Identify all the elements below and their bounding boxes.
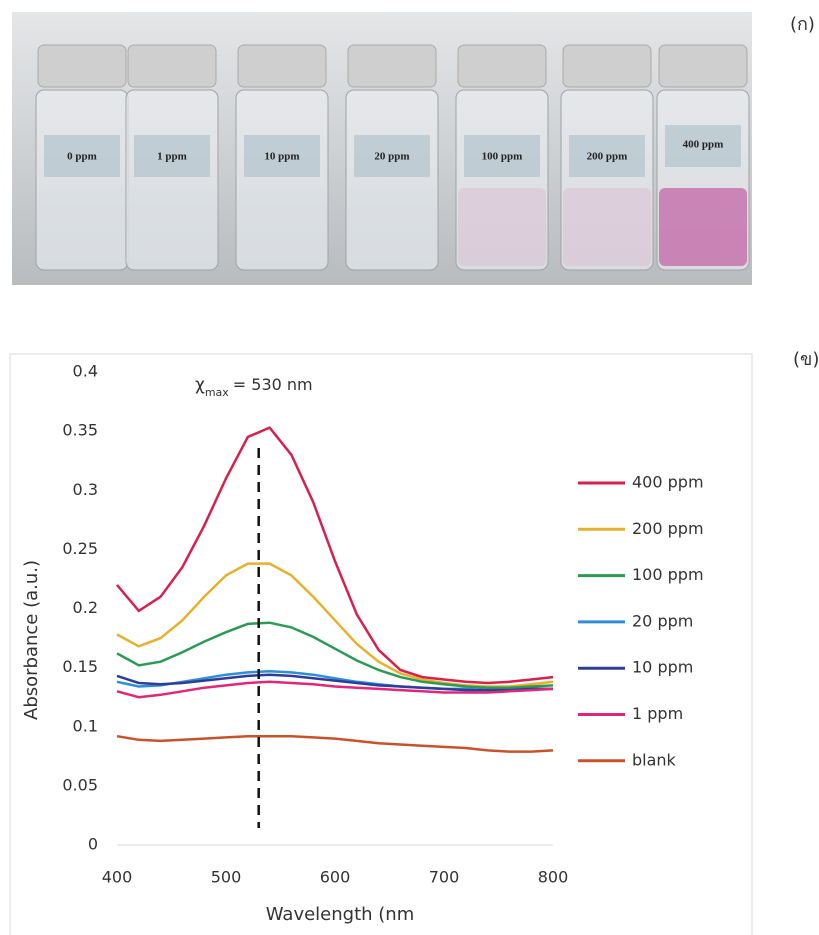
- legend-label: 10 ppm: [632, 658, 693, 677]
- vial-liquid: [238, 188, 326, 266]
- legend-label: 20 ppm: [632, 611, 693, 630]
- y-axis-label: Absorbance (a.u.): [21, 560, 42, 720]
- vial-tag: [665, 125, 741, 167]
- vial-liquid: [659, 188, 747, 266]
- series-line: [116, 680, 554, 699]
- series-line: [116, 734, 554, 753]
- y-tick-label: 0: [88, 835, 98, 854]
- vial-tag: [569, 135, 645, 177]
- x-axis-label: Wavelength (nm: [266, 904, 414, 925]
- vial-tag: [244, 135, 320, 177]
- vial-label: 1 ppm: [157, 151, 187, 163]
- legend-label: 400 ppm: [632, 473, 704, 492]
- series-line: [116, 673, 553, 692]
- legend-label: blank: [632, 750, 677, 769]
- y-tick-label: 0.05: [62, 775, 98, 794]
- vial-cap: [457, 44, 547, 88]
- y-tick-label: 0.3: [73, 480, 98, 499]
- vial-cap: [658, 44, 748, 88]
- x-tick-label: 800: [538, 868, 569, 887]
- series-line: [116, 426, 554, 685]
- vial-label: 10 ppm: [264, 151, 299, 163]
- annotation-subscript: max: [205, 386, 229, 399]
- vial-label: 400 ppm: [683, 139, 724, 151]
- chart: 0 0.05 0.1 0.15 0.2 0.25 0.3 0.35 0.4 400 500 600 70…: [21, 362, 704, 926]
- y-tick-label: 0.2: [73, 598, 98, 617]
- x-tick-label: 500: [211, 868, 242, 887]
- vial-liquid: [458, 188, 546, 266]
- vial-liquid: [348, 188, 436, 266]
- annotation-text: = 530 nm: [233, 375, 313, 394]
- vials: 0 ppm 1 ppm 10 ppm 20 ppm 100 ppm 200 ppm 400 …: [35, 44, 750, 271]
- x-tick-label: 400: [102, 868, 133, 887]
- vial-label: 20 ppm: [374, 151, 409, 163]
- annotation-symbol: χ: [195, 375, 205, 395]
- vial-cap: [562, 44, 652, 88]
- vial-cap: [237, 44, 327, 88]
- vial-label: 100 ppm: [482, 151, 523, 163]
- panel-label: (ข): [793, 349, 819, 370]
- y-tick-label: 0.15: [62, 657, 98, 676]
- vial-liquid: [128, 188, 216, 266]
- legend-label: 1 ppm: [632, 704, 683, 723]
- chart-frame: [9, 353, 753, 935]
- vial-label: 0 ppm: [67, 151, 97, 163]
- vial-tag: [44, 135, 120, 177]
- vial-cap: [37, 44, 127, 88]
- vial-label: 200 ppm: [587, 151, 628, 163]
- panel-label: (ก): [790, 14, 815, 35]
- y-tick-label: 0.35: [62, 421, 98, 440]
- vial-tag: [134, 135, 210, 177]
- y-tick-label: 0.4: [73, 362, 98, 381]
- y-tick-label: 0.1: [73, 716, 98, 735]
- legend-label: 100 ppm: [632, 565, 704, 584]
- legend-label: 200 ppm: [632, 519, 704, 538]
- annotation: χmax = 530 nm: [195, 375, 313, 400]
- vial-liquid: [563, 188, 651, 266]
- vial-tag: [464, 135, 540, 177]
- x-tick-label: 700: [429, 868, 460, 887]
- series-line: [116, 621, 554, 689]
- vial-cap: [127, 44, 217, 88]
- vial-cap: [347, 44, 437, 88]
- vial-liquid: [38, 188, 126, 266]
- y-tick-label: 0.25: [62, 539, 98, 558]
- x-tick-label: 600: [320, 868, 351, 887]
- vial-tag: [354, 135, 430, 177]
- series-line: [116, 562, 554, 688]
